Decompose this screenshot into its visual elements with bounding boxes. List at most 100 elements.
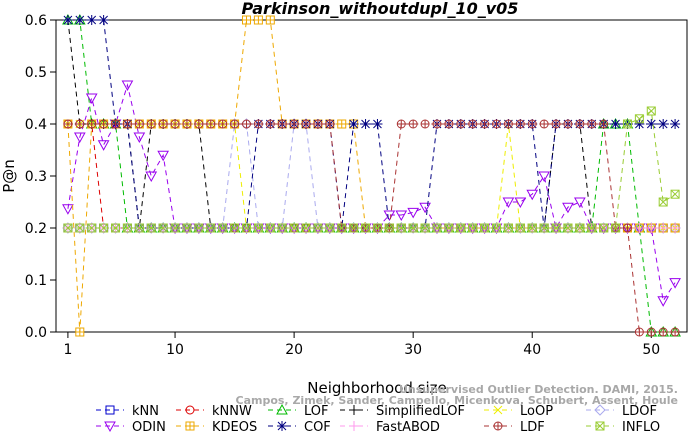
point-ldf <box>87 119 97 129</box>
point-inflo <box>539 223 549 233</box>
point-ldf <box>396 119 406 129</box>
point-ldf <box>134 119 144 129</box>
x-tick-label: 40 <box>523 342 541 358</box>
legend-marker <box>349 405 359 415</box>
point-inflo <box>372 223 382 233</box>
point-ldf <box>456 119 466 129</box>
point-odin <box>514 197 527 209</box>
legend-label: LoOP <box>520 404 553 419</box>
legend-item-knnw: kNNW <box>176 404 252 419</box>
point-inflo <box>134 223 144 233</box>
point-ldf <box>634 327 644 337</box>
point-ldf <box>539 119 549 129</box>
point-ldf <box>551 119 561 129</box>
point-odin <box>383 210 396 222</box>
y-tick-label: 0.3 <box>25 169 47 185</box>
y-tick-label: 0.5 <box>25 65 47 81</box>
point-cof <box>98 15 109 25</box>
point-inflo <box>122 223 132 233</box>
point-ldf <box>170 119 180 129</box>
point-inflo <box>527 223 537 233</box>
point-ldf <box>313 119 323 129</box>
legend-label: COF <box>304 420 331 434</box>
point-ldf <box>253 119 263 129</box>
series-loop <box>63 119 680 233</box>
point-kdeos <box>265 15 275 25</box>
point-ldf <box>670 327 680 337</box>
point-inflo <box>444 223 454 233</box>
point-inflo <box>503 223 513 233</box>
y-tick-label: 0.4 <box>25 117 47 133</box>
point-ldf <box>468 119 478 129</box>
point-odin <box>657 296 670 307</box>
point-ldf <box>325 119 335 129</box>
point-inflo <box>277 223 287 233</box>
point-ldf <box>111 119 121 129</box>
point-ldf <box>158 119 168 129</box>
point-inflo <box>301 223 311 233</box>
legend-label: FastABOD <box>376 420 440 434</box>
point-inflo <box>99 223 109 233</box>
plot-area: 1 10 20 30 40 50 0.0 0.1 0.2 0.3 0.4 0.5 0.6 <box>25 13 688 358</box>
point-inflo <box>63 223 73 233</box>
point-cof <box>646 119 657 129</box>
point-inflo <box>456 223 466 233</box>
point-inflo <box>337 223 347 233</box>
point-odin <box>562 202 574 214</box>
point-inflo <box>634 114 644 124</box>
point-odin <box>419 202 431 214</box>
x-tick-label: 50 <box>642 342 660 358</box>
point-odin <box>85 93 98 105</box>
series-line-knnw <box>67 123 676 229</box>
point-inflo <box>408 223 418 233</box>
point-cof <box>74 15 85 25</box>
point-kdeos <box>337 119 347 129</box>
legend-item-fastabod: FastABOD <box>340 420 440 434</box>
point-odin <box>121 80 134 92</box>
legend-marker <box>276 403 288 415</box>
point-inflo <box>206 223 216 233</box>
point-inflo <box>599 223 609 233</box>
point-inflo <box>646 106 656 116</box>
point-ldf <box>289 119 299 129</box>
legend-label: LDF <box>520 420 545 434</box>
point-inflo <box>658 197 668 207</box>
point-ldf <box>622 223 632 233</box>
point-odin <box>395 210 408 222</box>
legend-item-simplifiedlof: SimplifiedLOF <box>340 404 465 419</box>
point-inflo <box>265 223 275 233</box>
legend-item-lof: LOF <box>268 403 329 419</box>
point-inflo <box>146 223 156 233</box>
point-inflo <box>289 223 299 233</box>
point-inflo <box>253 223 263 233</box>
plot-frame <box>55 19 688 333</box>
legend-marker <box>105 405 115 415</box>
point-odin <box>526 189 539 201</box>
point-cof <box>62 15 73 25</box>
legend-label: LOF <box>304 404 329 419</box>
point-inflo <box>492 223 502 233</box>
point-odin <box>669 278 681 289</box>
point-ldf <box>277 119 287 129</box>
legend-marker <box>493 421 503 431</box>
y-tick-label: 0.0 <box>25 325 47 341</box>
point-ldf <box>63 119 73 129</box>
point-kdeos <box>75 327 85 337</box>
point-ldf <box>563 119 573 129</box>
series-line-inflo <box>67 110 676 229</box>
point-ldf <box>241 119 251 129</box>
legend-marker <box>493 405 503 415</box>
legend: kNN kNNW LOF SimplifiedLOF LoOP LDOF ODIN KDEOS… <box>96 403 660 434</box>
legend-label: SimplifiedLOF <box>376 404 465 419</box>
x-tick-label: 30 <box>404 342 422 358</box>
point-ldf <box>492 119 502 129</box>
x-tick-label: 10 <box>166 342 184 358</box>
point-ldf <box>75 119 85 129</box>
point-inflo <box>468 223 478 233</box>
point-inflo <box>396 223 406 233</box>
point-inflo <box>349 223 359 233</box>
legend-label: kNNW <box>212 404 252 419</box>
legend-label: KDEOS <box>212 420 257 434</box>
point-ldf <box>575 119 585 129</box>
